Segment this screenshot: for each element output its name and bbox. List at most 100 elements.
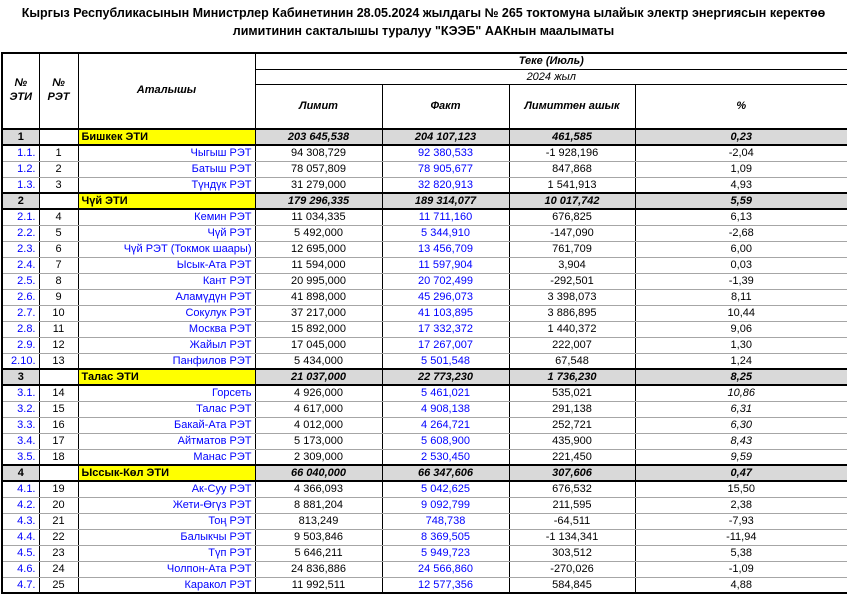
- cell-name: Панфилов РЭТ: [77, 352, 256, 370]
- cell-name: Батыш РЭТ: [77, 160, 256, 178]
- cell-no: 1.1.: [1, 144, 40, 162]
- cell-no: 4.2.: [1, 496, 40, 514]
- cell-over: 3 886,895: [508, 304, 636, 322]
- cell-limit: 17 045,000: [254, 336, 383, 354]
- cell-name: Ыссык-Көл ЭТИ: [77, 464, 256, 482]
- table-row: 2.8. 11 Москва РЭТ 15 892,000 17 332,372 1 44…: [1, 320, 847, 338]
- cell-limit: 813,249: [254, 512, 383, 530]
- cell-ret: 13: [38, 352, 79, 370]
- cell-ret: 11: [38, 320, 79, 338]
- cell-no: 1: [1, 128, 40, 146]
- cell-fact: 20 702,499: [381, 272, 510, 290]
- cell-name: Москва РЭТ: [77, 320, 256, 338]
- cell-pct: 6,13: [634, 208, 847, 226]
- cell-no: 2.5.: [1, 272, 40, 290]
- cell-ret: 7: [38, 256, 79, 274]
- cell-no: 1.2.: [1, 160, 40, 178]
- cell-pct: -2,04: [634, 144, 847, 162]
- cell-name: Чүй РЭТ: [77, 224, 256, 242]
- table-row: 1.1. 1 Чыгыш РЭТ 94 308,729 92 380,533 -1 928…: [1, 144, 847, 162]
- cell-pct: 6,00: [634, 240, 847, 258]
- cell-name: Талас ЭТИ: [77, 368, 256, 386]
- cell-over: 3,904: [508, 256, 636, 274]
- cell-no: 2: [1, 192, 40, 210]
- table-row: 3.1. 14 Горсеть 4 926,000 5 461,021 535,021 10…: [1, 384, 847, 402]
- cell-no: 2.7.: [1, 304, 40, 322]
- cell-fact: 5 949,723: [381, 544, 510, 562]
- table-row: 3.2. 15 Талас РЭТ 4 617,000 4 908,138 291,138…: [1, 400, 847, 418]
- cell-name: Түп РЭТ: [77, 544, 256, 562]
- cell-no: 4.4.: [1, 528, 40, 546]
- cell-fact: 17 267,007: [381, 336, 510, 354]
- cell-fact: 2 530,450: [381, 448, 510, 466]
- cell-pct: 9,06: [634, 320, 847, 338]
- cell-name: Кант РЭТ: [77, 272, 256, 290]
- cell-over: -270,026: [508, 560, 636, 578]
- cell-limit: 66 040,000: [254, 464, 383, 482]
- cell-over: 303,512: [508, 544, 636, 562]
- cell-name: Манас РЭТ: [77, 448, 256, 466]
- cell-fact: 8 369,505: [381, 528, 510, 546]
- cell-over: 847,868: [508, 160, 636, 178]
- cell-no: 4.5.: [1, 544, 40, 562]
- cell-fact: 22 773,230: [381, 368, 510, 386]
- cell-ret: 3: [38, 176, 79, 194]
- cell-pct: 6,31: [634, 400, 847, 418]
- cell-over: 535,021: [508, 384, 636, 402]
- cell-name: Кемин РЭТ: [77, 208, 256, 226]
- cell-pct: 0,23: [634, 128, 847, 146]
- cell-ret: 22: [38, 528, 79, 546]
- cell-name: Чолпон-Ата РЭТ: [77, 560, 256, 578]
- cell-no: 2.4.: [1, 256, 40, 274]
- cell-no: 3.3.: [1, 416, 40, 434]
- page-title: Кыргыз Республикасынын Министрлер Кабине…: [21, 6, 826, 38]
- cell-ret: 1: [38, 144, 79, 162]
- cell-name: Горсеть: [77, 384, 256, 402]
- cell-no: 2.10.: [1, 352, 40, 370]
- cell-name: Чүй ЭТИ: [77, 192, 256, 210]
- cell-over: 461,585: [508, 128, 636, 146]
- section-row: 1 Бишкек ЭТИ 203 645,538 204 107,123 461,585…: [1, 128, 847, 146]
- cell-fact: 5 608,900: [381, 432, 510, 450]
- cell-name: Чыгыш РЭТ: [77, 144, 256, 162]
- cell-pct: -1,39: [634, 272, 847, 290]
- cell-limit: 179 296,335: [254, 192, 383, 210]
- cell-no: 2.2.: [1, 224, 40, 242]
- cell-fact: 66 347,606: [381, 464, 510, 482]
- cell-no: 4.1.: [1, 480, 40, 498]
- cell-over: 1 541,913: [508, 176, 636, 194]
- cell-fact: 189 314,077: [381, 192, 510, 210]
- cell-fact: 5 344,910: [381, 224, 510, 242]
- cell-over: -1 928,196: [508, 144, 636, 162]
- cell-limit: 8 881,204: [254, 496, 383, 514]
- table-body: 1 Бишкек ЭТИ 203 645,538 204 107,123 461,585…: [1, 128, 847, 594]
- cell-no: 3.4.: [1, 432, 40, 450]
- cell-pct: 0,47: [634, 464, 847, 482]
- cell-ret: 16: [38, 416, 79, 434]
- cell-pct: -7,93: [634, 512, 847, 530]
- table-row: 3.3. 16 Бакай-Ата РЭТ 4 012,000 4 264,721 252…: [1, 416, 847, 434]
- cell-over: 3 398,073: [508, 288, 636, 306]
- cell-over: 10 017,742: [508, 192, 636, 210]
- section-row: 4 Ыссык-Көл ЭТИ 66 040,000 66 347,606 307,60…: [1, 464, 847, 482]
- cell-fact: 11 711,160: [381, 208, 510, 226]
- table-row: 2.6. 9 Аламүдүн РЭТ 41 898,000 45 296,073 3 3…: [1, 288, 847, 306]
- cell-no: 2.8.: [1, 320, 40, 338]
- table-row: 2.5. 8 Кант РЭТ 20 995,000 20 702,499 -292,50…: [1, 272, 847, 290]
- table-row: 1.2. 2 Батыш РЭТ 78 057,809 78 905,677 847,86…: [1, 160, 847, 178]
- cell-limit: 9 503,846: [254, 528, 383, 546]
- table-row: 4.1. 19 Ак-Суу РЭТ 4 366,093 5 042,625 676,53…: [1, 480, 847, 498]
- cell-no: 2.1.: [1, 208, 40, 226]
- table-row: 4.2. 20 Жети-Өгүз РЭТ 8 881,204 9 092,799 211…: [1, 496, 847, 514]
- cell-ret: 6: [38, 240, 79, 258]
- cell-no: 2.9.: [1, 336, 40, 354]
- cell-pct: 5,38: [634, 544, 847, 562]
- cell-pct: 0,03: [634, 256, 847, 274]
- cell-limit: 11 594,000: [254, 256, 383, 274]
- header-year: 2024 жыл: [254, 68, 847, 85]
- table-row: 3.5. 18 Манас РЭТ 2 309,000 2 530,450 221,450…: [1, 448, 847, 466]
- cell-fact: 12 577,356: [381, 576, 510, 594]
- cell-fact: 5 461,021: [381, 384, 510, 402]
- cell-limit: 41 898,000: [254, 288, 383, 306]
- cell-ret: 24: [38, 560, 79, 578]
